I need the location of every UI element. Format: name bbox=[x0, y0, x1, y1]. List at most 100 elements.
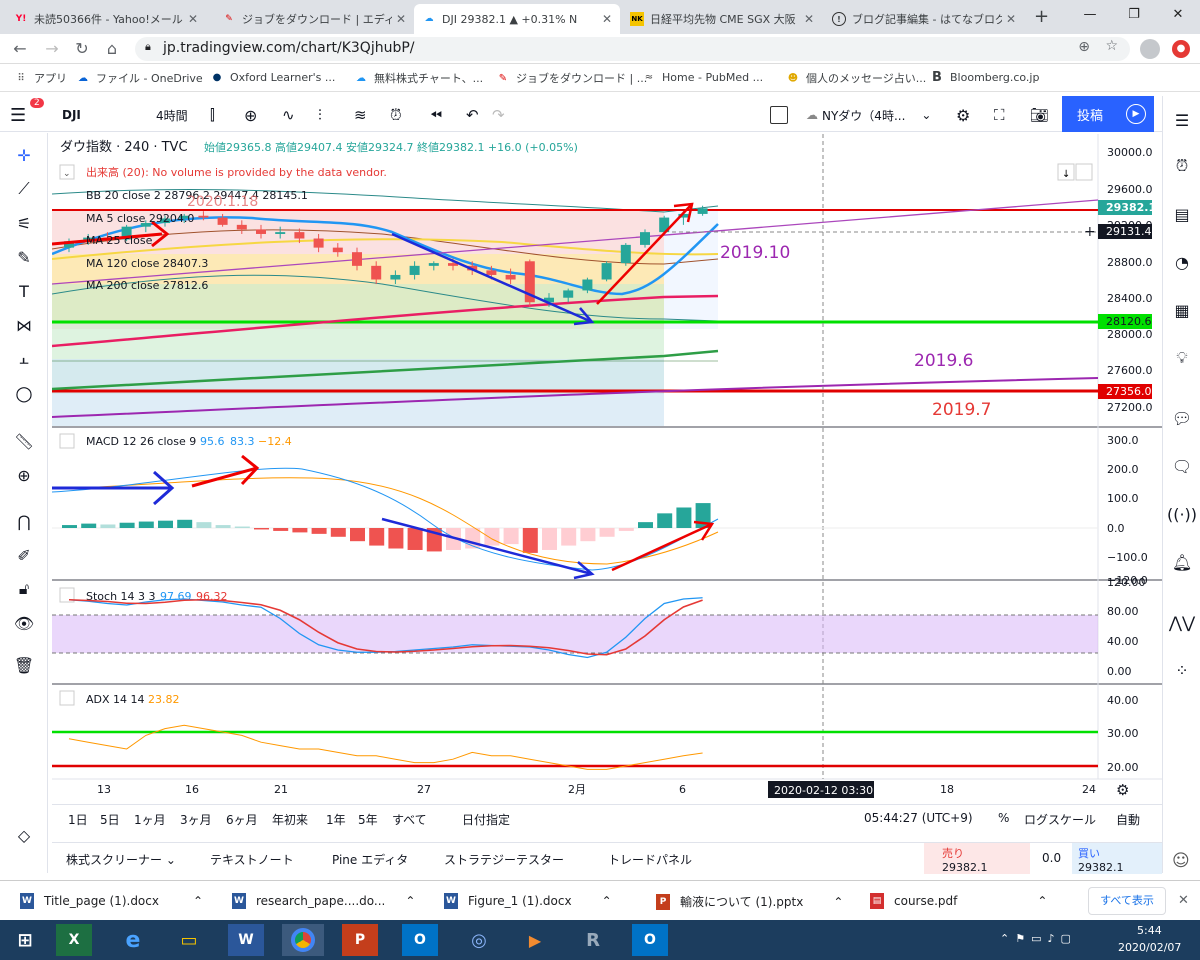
compare-add-icon[interactable]: ⊕ bbox=[244, 105, 258, 125]
close-tab-icon[interactable]: ✕ bbox=[803, 12, 814, 26]
windows-start-icon[interactable]: ⊞ bbox=[17, 929, 33, 951]
streams-icon[interactable]: ((·)) bbox=[1166, 504, 1198, 524]
layers-icon[interactable]: ◇ bbox=[17, 825, 31, 845]
zoom-in-icon[interactable]: ⊕ bbox=[17, 465, 31, 485]
tab-trade-panel[interactable]: トレードパネル bbox=[608, 853, 693, 867]
replay-icon[interactable]: ⏪︎ bbox=[430, 106, 443, 124]
bookmark-bloomberg[interactable]: B Bloomberg.co.jp bbox=[930, 70, 1039, 85]
tab-pine-editor[interactable]: Pine エディタ bbox=[332, 853, 409, 867]
trash-icon[interactable]: 🗑︎ bbox=[13, 655, 35, 675]
close-window-icon[interactable]: ✕ bbox=[1172, 6, 1184, 22]
bookmark-pubmed[interactable]: ≈ Home - PubMed ... bbox=[642, 70, 763, 84]
profile-avatar[interactable] bbox=[1140, 39, 1160, 59]
eye-icon[interactable]: 👁︎ bbox=[13, 613, 35, 633]
bookmark-kabu[interactable]: ☁ 無料株式チャート、... bbox=[354, 70, 483, 86]
news-icon[interactable]: ▤ bbox=[1174, 204, 1190, 224]
symbol-search[interactable]: DJI bbox=[62, 108, 81, 122]
range-ytd[interactable]: 年初来 bbox=[272, 813, 309, 827]
range-5d[interactable]: 5日 bbox=[100, 813, 120, 827]
ie-icon[interactable]: e bbox=[125, 927, 141, 953]
fullscreen-icon[interactable]: ⛶ bbox=[994, 106, 1005, 124]
tab-strategy-tester[interactable]: ストラテジーテスター bbox=[444, 853, 565, 867]
home-icon[interactable]: ⌂ bbox=[106, 39, 118, 58]
dots-grid-icon[interactable]: ⁘ bbox=[1175, 660, 1189, 680]
show-all-downloads-button[interactable]: すべて表示 bbox=[1088, 887, 1166, 915]
excel-icon[interactable]: X bbox=[56, 924, 92, 956]
range-1d[interactable]: 1日 bbox=[68, 813, 88, 827]
close-tab-icon[interactable]: ✕ bbox=[395, 12, 406, 26]
camera-icon[interactable]: 📷︎ bbox=[1030, 106, 1050, 124]
clock-timezone[interactable]: 05:44:27 (UTC+9) bbox=[864, 811, 973, 825]
magnet-icon[interactable]: ⋂ bbox=[17, 511, 31, 531]
indicators-icon[interactable]: ∿ bbox=[282, 106, 295, 124]
brush-icon[interactable]: ✎ bbox=[17, 247, 31, 267]
macd-pane[interactable]: MACD 12 26 close 9 95.6 83.3 −12.4 300.0… bbox=[52, 433, 1148, 587]
auto-scale-toggle[interactable]: 自動 bbox=[1116, 813, 1141, 827]
adx-pane[interactable]: ADX 14 14 23.82 40.00 30.00 20.00 bbox=[52, 690, 1139, 774]
file-explorer-icon[interactable]: ▭ bbox=[180, 929, 198, 951]
forward-icon[interactable]: → bbox=[45, 39, 59, 58]
bookmark-onedrive[interactable]: ☁ ファイル - OneDrive bbox=[76, 70, 203, 86]
r-icon[interactable]: R bbox=[586, 929, 600, 951]
word-icon[interactable]: W bbox=[228, 924, 264, 956]
trendline-2019-10[interactable] bbox=[52, 199, 1099, 285]
gear-icon[interactable]: ⚙ bbox=[956, 105, 971, 125]
extension-icon[interactable]: ● bbox=[1172, 40, 1190, 58]
ideas-icon[interactable]: 💡︎ bbox=[1176, 348, 1188, 367]
system-tray-icons[interactable]: ⌃⚑▭♪▢ bbox=[1000, 932, 1077, 945]
lock-drawing-icon[interactable]: ✐ bbox=[17, 545, 31, 565]
maximize-pane-icon[interactable] bbox=[1075, 163, 1093, 181]
download-item-pptx[interactable]: P 輸液について (1).pptx ⌃ bbox=[656, 893, 843, 910]
restore-icon[interactable]: ❐ bbox=[1128, 6, 1140, 22]
tab-stock-screener[interactable]: 株式スクリーナー ⌄ bbox=[66, 851, 176, 868]
goto-date[interactable]: 日付指定 bbox=[462, 813, 511, 827]
circle-shape-icon[interactable]: ○ bbox=[15, 381, 33, 405]
browser-tab-hatena[interactable]: ! ブログ記事編集 - はてなブログ ✕ bbox=[824, 4, 1024, 34]
outlook-icon-2[interactable]: O bbox=[632, 924, 668, 956]
interval-selector[interactable]: 4時間 bbox=[156, 108, 188, 123]
financials-icon[interactable]: ⫶ bbox=[318, 106, 322, 124]
browser-tab-nikkei[interactable]: NK 日経平均先物 CME SGX 大阪 ✕ bbox=[622, 4, 822, 34]
collapse-macd-icon[interactable] bbox=[59, 433, 75, 449]
reload-icon[interactable]: ↻ bbox=[75, 39, 89, 58]
redo-icon[interactable]: ↷ bbox=[492, 106, 505, 124]
close-tab-icon[interactable]: ✕ bbox=[187, 12, 198, 26]
outlook-icon[interactable]: O bbox=[402, 924, 438, 956]
calendar-icon[interactable]: ▦ bbox=[1174, 300, 1190, 320]
time-axis[interactable]: 13 16 21 27 2月 6 18 24 bbox=[97, 783, 1096, 796]
range-5y[interactable]: 5年 bbox=[358, 813, 378, 827]
buy-button[interactable]: 買い 29382.1 bbox=[1072, 843, 1162, 874]
scroll-down-icon[interactable] bbox=[1057, 163, 1075, 181]
close-tab-icon[interactable]: ✕ bbox=[601, 12, 612, 26]
close-download-bar-icon[interactable]: ✕ bbox=[1178, 893, 1189, 908]
lock-icon[interactable]: 🔓︎ bbox=[18, 579, 30, 598]
range-6m[interactable]: 6ヶ月 bbox=[226, 813, 258, 827]
download-item-pdf[interactable]: ▤ course.pdf ⌃ bbox=[870, 893, 1047, 909]
minimize-icon[interactable]: — bbox=[1083, 6, 1097, 22]
install-icon[interactable]: ⊕ bbox=[1078, 39, 1090, 55]
sell-button[interactable]: 売り 29382.1 bbox=[924, 843, 1030, 874]
alert-clock-icon[interactable]: ⏰︎ bbox=[390, 106, 402, 124]
back-icon[interactable]: ← bbox=[13, 39, 27, 58]
app-icon[interactable]: ◎ bbox=[471, 929, 487, 951]
prediction-icon[interactable]: ⫠ bbox=[19, 349, 29, 368]
trendline-icon[interactable]: ⟋ bbox=[18, 179, 30, 198]
collapse-legend-icon[interactable] bbox=[59, 164, 75, 180]
chrome-icon[interactable] bbox=[282, 924, 324, 956]
bookmark-oxford[interactable]: ● Oxford Learner's ... bbox=[210, 70, 336, 84]
powerpoint-icon[interactable]: P bbox=[342, 924, 378, 956]
browser-tab-tradingview[interactable]: ☁ DJI 29382.1 ▲ +0.31% N ✕ bbox=[414, 4, 620, 34]
bookmark-apps[interactable]: ⠿ アプリ bbox=[14, 70, 67, 86]
pattern-icon[interactable]: ⋈ bbox=[16, 315, 32, 335]
layout-selector[interactable]: ☁ NYダウ（4時... ⌄ bbox=[806, 104, 931, 126]
messages-icon[interactable]: 🗨︎ bbox=[1171, 456, 1193, 476]
templates-icon[interactable]: ≋ bbox=[354, 106, 367, 124]
add-plus-icon[interactable]: + bbox=[1084, 224, 1096, 240]
range-1y[interactable]: 1年 bbox=[326, 813, 346, 827]
log-scale-toggle[interactable]: ログスケール bbox=[1024, 813, 1097, 827]
chat-icon[interactable]: 💬︎ bbox=[1171, 408, 1193, 428]
percent-scale-toggle[interactable]: % bbox=[998, 811, 1010, 825]
layout-checkbox-icon[interactable] bbox=[770, 106, 788, 124]
menu-icon[interactable]: ☰ 2 bbox=[10, 98, 44, 126]
